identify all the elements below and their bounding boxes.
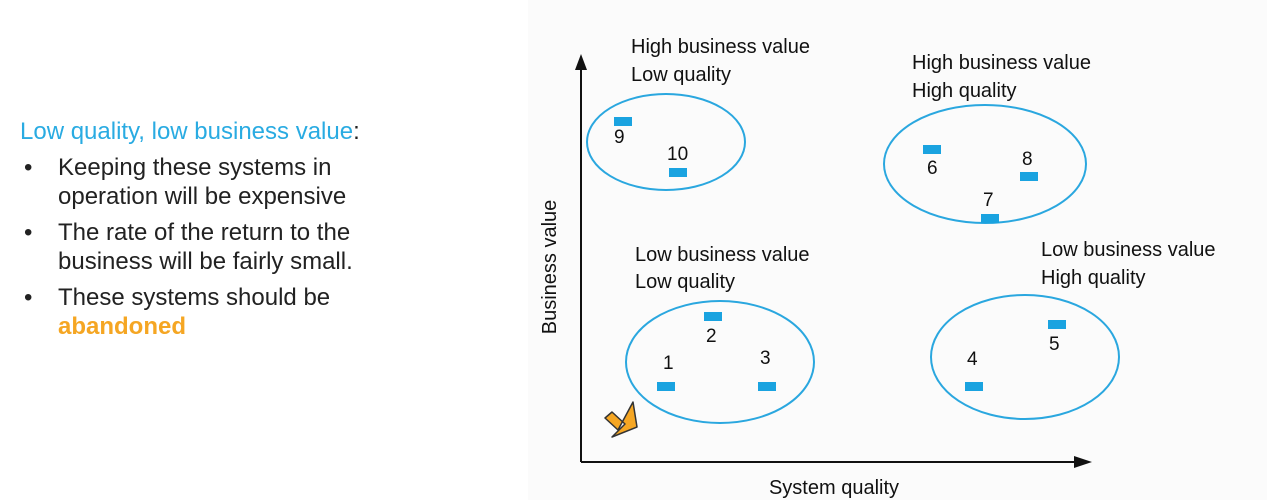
system-label: 4 bbox=[967, 349, 978, 370]
pointer-arrow-icon bbox=[604, 401, 638, 438]
quadrant-label: High business value bbox=[912, 52, 1091, 74]
system-marker bbox=[965, 382, 983, 391]
heading-accent: Low quality, low business value bbox=[20, 118, 354, 145]
bullet-point: The rate of the return to the business w… bbox=[20, 218, 428, 276]
bullet-point: Keeping these systems in operation will … bbox=[20, 153, 428, 211]
system-marker bbox=[923, 145, 941, 154]
system-marker bbox=[758, 382, 776, 391]
system-label: 3 bbox=[760, 348, 771, 369]
x-axis-arrowhead bbox=[1074, 456, 1092, 468]
system-marker bbox=[657, 382, 675, 391]
y-axis-label: Business value bbox=[539, 200, 561, 335]
system-marker bbox=[1020, 172, 1038, 181]
system-label: 6 bbox=[927, 158, 938, 179]
bullet-text: These systems should be bbox=[58, 284, 331, 311]
quadrant-label: High quality bbox=[912, 80, 1017, 102]
diagram-background bbox=[528, 0, 1267, 500]
slide-text: Low quality, low business value: Keeping… bbox=[20, 117, 500, 348]
quadrant-label: High quality bbox=[1041, 267, 1146, 289]
cluster-ellipse-lvlq bbox=[625, 300, 815, 424]
system-marker bbox=[614, 117, 632, 126]
y-axis-arrowhead bbox=[575, 54, 587, 70]
system-label: 10 bbox=[667, 144, 688, 165]
system-label: 7 bbox=[983, 190, 994, 211]
system-marker bbox=[1048, 320, 1066, 329]
system-marker bbox=[981, 214, 999, 223]
system-label: 9 bbox=[614, 127, 625, 148]
slide-heading: Low quality, low business value: bbox=[20, 117, 500, 147]
system-marker bbox=[669, 168, 687, 177]
system-marker bbox=[704, 312, 722, 321]
cluster-ellipse-hvlq bbox=[586, 93, 746, 191]
quadrant-label: High business value bbox=[631, 36, 810, 58]
emphasis-abandoned: abandoned bbox=[58, 313, 187, 340]
heading-suffix: : bbox=[353, 118, 360, 145]
bullet-list: Keeping these systems in operation will … bbox=[20, 153, 500, 341]
quadrant-label: Low quality bbox=[631, 64, 731, 86]
system-label: 5 bbox=[1049, 334, 1060, 355]
x-axis-label: System quality bbox=[769, 477, 899, 499]
quadrant-label: Low quality bbox=[635, 271, 735, 293]
bullet-point: These systems should be abandoned bbox=[20, 283, 428, 341]
system-label: 2 bbox=[706, 326, 717, 347]
quadrant-label: Low business value bbox=[635, 244, 810, 266]
quadrant-label: Low business value bbox=[1041, 239, 1216, 261]
system-label: 1 bbox=[663, 353, 674, 374]
system-label: 8 bbox=[1022, 149, 1033, 170]
cluster-ellipse-lvhq bbox=[930, 294, 1120, 420]
